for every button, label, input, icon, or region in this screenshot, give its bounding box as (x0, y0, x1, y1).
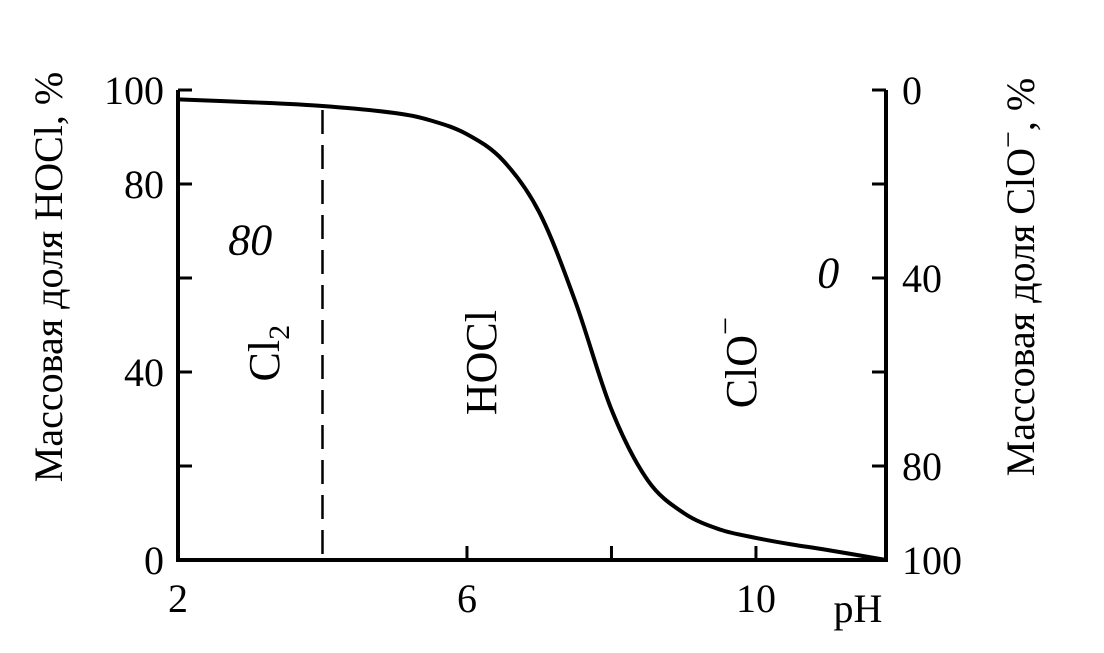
y-left-tick-label: 100 (104, 68, 164, 113)
x-tick-label: 10 (736, 576, 776, 621)
y-right-tick-label: 80 (902, 444, 942, 489)
y-right-tick-label: 40 (902, 256, 942, 301)
x-tick-label: 2 (168, 576, 188, 621)
y-axis-title-right-superscript: − (992, 131, 1025, 148)
annotation-label: 80 (228, 216, 272, 265)
annotation-superscript: − (707, 317, 743, 335)
y-left-tick-label: 80 (124, 162, 164, 207)
annotation-subscript: 2 (263, 325, 296, 340)
y-right-tick-label: 0 (902, 68, 922, 113)
x-tick-label: 6 (457, 576, 477, 621)
series-line-hocl (177, 97, 887, 562)
series-group (177, 97, 887, 562)
y-axis-title-right: Массовая доля ClO−, % (992, 78, 1043, 476)
y-left-tick-label: 40 (124, 350, 164, 395)
annotation-label: ClO− (707, 317, 766, 408)
annotation-label: Cl2 (240, 325, 296, 382)
annotations: Cl2 HOCl ClO− 80 0 (228, 216, 839, 416)
y-axis-title-right-rest: , % (998, 78, 1043, 131)
y-right-tick-label: 100 (902, 538, 962, 583)
y-axis-title-left: Массовая доля HOCl, % (26, 72, 71, 482)
x-axis-title: pH (834, 586, 883, 631)
annotation-label: 0 (817, 248, 839, 297)
y-left-tick-label: 0 (144, 538, 164, 583)
axes (176, 90, 888, 562)
annotation-label: HOCl (457, 310, 506, 415)
